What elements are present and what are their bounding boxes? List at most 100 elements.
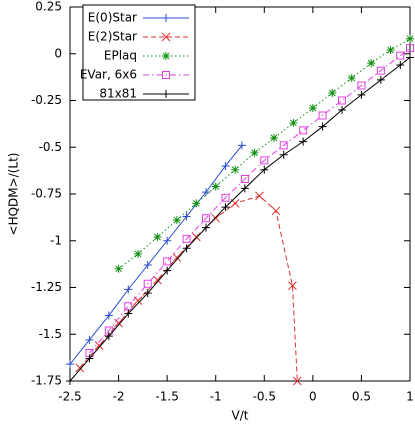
marker [172, 216, 181, 225]
marker [191, 232, 201, 242]
x-tick-label: 1 [406, 390, 414, 404]
marker [271, 206, 281, 216]
marker [221, 193, 230, 202]
x-axis-label: V/t [232, 409, 249, 423]
marker [357, 90, 366, 99]
y-axis-label: <HQDM>/(Lt) [7, 153, 21, 236]
marker [182, 234, 191, 243]
marker [299, 126, 308, 135]
legend-marker [161, 32, 171, 42]
marker [376, 75, 385, 84]
marker [153, 275, 162, 285]
legend-label: E(0)Star [88, 11, 137, 25]
marker [163, 266, 172, 275]
marker [202, 223, 210, 232]
y-tick-label: 0 [54, 46, 62, 60]
marker [328, 89, 337, 98]
marker [143, 261, 152, 270]
marker [338, 96, 346, 105]
series-line [79, 195, 298, 382]
marker [182, 212, 191, 221]
x-tick-label: -1 [210, 390, 222, 404]
marker [367, 59, 376, 68]
marker [231, 165, 240, 174]
marker [260, 156, 269, 165]
marker [240, 184, 249, 193]
series-line [69, 145, 243, 365]
marker [386, 46, 395, 55]
marker [211, 182, 220, 191]
marker [124, 285, 133, 294]
marker [143, 279, 152, 288]
legend-box [82, 4, 196, 101]
y-tick-label: -1.75 [31, 374, 62, 388]
x-tick-label: -0.5 [253, 390, 276, 404]
y-tick-label: -0.25 [31, 93, 62, 107]
marker [85, 348, 94, 357]
marker [406, 53, 414, 62]
marker [104, 326, 113, 335]
marker [202, 188, 210, 197]
x-tick-label: 0 [309, 390, 317, 404]
marker [75, 363, 85, 373]
marker [288, 281, 297, 290]
marker [376, 66, 385, 75]
marker [406, 44, 414, 53]
marker [153, 233, 162, 242]
legend-label: 81x81 [99, 87, 137, 101]
y-tick-label: -1 [50, 233, 62, 247]
marker [202, 214, 210, 223]
marker [104, 311, 113, 320]
marker [292, 376, 302, 386]
marker [396, 60, 405, 69]
marker [134, 249, 142, 258]
marker [406, 34, 414, 43]
marker [308, 103, 317, 112]
marker [357, 81, 366, 90]
legend-marker [162, 14, 170, 22]
legend-label: EVar, 6x6 [80, 68, 137, 82]
marker [143, 289, 152, 298]
marker [338, 105, 346, 114]
marker [192, 199, 201, 208]
marker [240, 175, 249, 184]
y-tick-label: -0.75 [31, 187, 62, 201]
marker [124, 309, 133, 318]
marker [318, 122, 327, 131]
marker [66, 377, 74, 385]
marker [221, 203, 230, 212]
marker [85, 335, 94, 344]
marker [279, 150, 288, 159]
marker [94, 341, 104, 350]
marker [221, 161, 230, 170]
marker [347, 74, 356, 83]
x-tick-label: -2.5 [58, 390, 81, 404]
marker [237, 141, 246, 150]
marker [163, 257, 172, 266]
marker [279, 141, 288, 150]
legend-label: EPlaq [104, 49, 137, 63]
x-tick-label: -1.5 [155, 390, 178, 404]
marker [114, 318, 123, 328]
marker [172, 253, 182, 262]
y-tick-label: 0.25 [35, 0, 62, 14]
marker [270, 133, 278, 142]
marker [66, 360, 74, 369]
legend-marker [162, 71, 170, 79]
marker [104, 332, 113, 341]
marker [182, 244, 191, 253]
marker [289, 118, 298, 127]
y-tick-label: -0.5 [39, 140, 62, 154]
legend-label: E(2)Star [88, 30, 137, 44]
marker [396, 51, 405, 60]
marker [85, 354, 94, 363]
legend-marker [162, 52, 170, 60]
marker [299, 137, 308, 146]
marker [114, 264, 123, 273]
y-tick-label: -1.5 [39, 327, 62, 341]
legend-marker [162, 90, 170, 98]
marker [260, 165, 269, 174]
marker [318, 111, 327, 120]
series-line [69, 57, 411, 382]
